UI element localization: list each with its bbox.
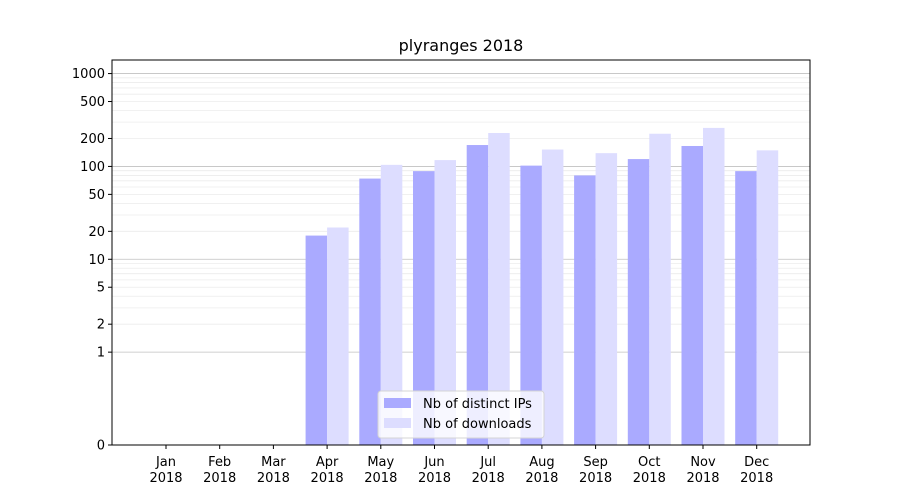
x-tick-label-month: Mar	[261, 455, 286, 470]
y-axis: 0 1 2 5 10 20 50 100 200 500 1000	[72, 67, 112, 454]
bar-downloads	[327, 227, 349, 445]
x-tick-label-year: 2018	[311, 471, 344, 486]
y-tick-label: 50	[88, 188, 105, 203]
x-tick-label-year: 2018	[472, 471, 505, 486]
x-tick-label-year: 2018	[740, 471, 773, 486]
legend-swatch	[384, 398, 411, 408]
bar-distinct-ips	[359, 178, 381, 445]
x-tick-label-year: 2018	[579, 471, 612, 486]
bar-distinct-ips	[466, 145, 489, 445]
x-tick-label-month: Jul	[479, 455, 496, 470]
x-tick-label-month: Jun	[423, 455, 444, 470]
x-tick-label-month: Sep	[583, 455, 608, 470]
legend-box	[377, 390, 545, 439]
x-tick-label-month: Dec	[744, 455, 769, 470]
bar-downloads	[380, 164, 403, 445]
y-tick-label: 0	[97, 439, 105, 454]
x-tick-label-month: Jan	[155, 455, 176, 470]
bar-distinct-ips	[681, 145, 703, 445]
y-tick-label: 200	[80, 132, 105, 147]
legend-swatch	[384, 418, 411, 428]
x-tick-label-month: Aug	[529, 455, 554, 470]
bar-distinct-ips	[305, 235, 328, 445]
bar-distinct-ips	[574, 175, 596, 446]
x-tick-label-year: 2018	[364, 471, 397, 486]
bar-downloads	[756, 150, 779, 445]
y-tick-label: 5	[97, 281, 105, 296]
legend: Nb of distinct IPs Nb of downloads	[377, 390, 545, 439]
bar-downloads	[488, 133, 510, 445]
bar-downloads	[434, 160, 456, 445]
legend-label: Nb of distinct IPs	[423, 397, 532, 412]
y-tick-label: 500	[80, 95, 105, 110]
legend-label: Nb of downloads	[423, 417, 532, 432]
x-tick-label-year: 2018	[257, 471, 290, 486]
y-tick-label: 20	[88, 225, 105, 240]
x-tick-label-month: Oct	[638, 455, 660, 470]
bar-downloads	[541, 149, 564, 445]
x-tick-label-month: May	[367, 455, 394, 470]
bar-downloads	[649, 133, 671, 445]
x-axis: Jan2018Feb2018Mar2018Apr2018May2018Jun20…	[149, 445, 773, 486]
y-tick-label: 2	[97, 318, 105, 333]
x-tick-label-year: 2018	[149, 471, 182, 486]
y-tick-label: 100	[80, 160, 105, 175]
bar-downloads	[703, 127, 725, 445]
x-tick-label-year: 2018	[525, 471, 558, 486]
y-tick-label: 1	[97, 346, 105, 361]
chart-title: plyranges 2018	[399, 36, 524, 55]
x-tick-label-year: 2018	[203, 471, 236, 486]
plot-frame	[111, 59, 811, 446]
x-tick-label-month: Nov	[690, 455, 716, 470]
bar-distinct-ips	[735, 171, 757, 445]
bar-distinct-ips	[627, 159, 650, 445]
bars	[305, 127, 779, 446]
bar-distinct-ips	[520, 165, 542, 446]
x-tick-label-year: 2018	[633, 471, 666, 486]
y-tick-label: 1000	[72, 67, 105, 82]
bar-distinct-ips	[413, 171, 435, 445]
x-tick-label-year: 2018	[686, 471, 719, 486]
x-tick-label-year: 2018	[418, 471, 451, 486]
bar-downloads	[595, 153, 618, 446]
y-tick-label: 10	[88, 253, 105, 268]
x-tick-label-month: Feb	[208, 455, 231, 470]
x-tick-label-month: Apr	[316, 455, 339, 470]
